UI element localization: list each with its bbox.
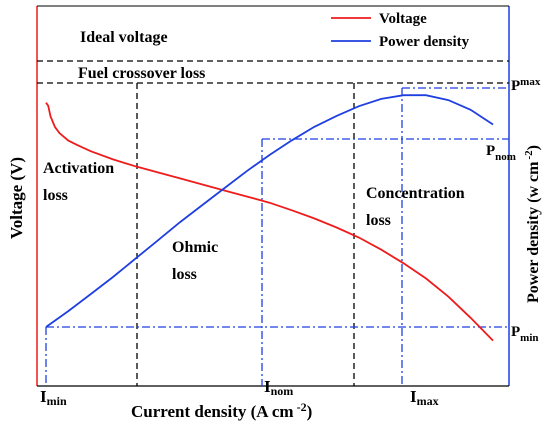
- pmin-base: P: [511, 324, 520, 340]
- legend-power-label: Power density: [379, 34, 470, 50]
- imax-base: I: [410, 387, 417, 406]
- y-axis-right-title-sup: -2: [523, 150, 535, 160]
- pmax-base: P: [511, 78, 520, 94]
- x-axis-title-sup: -2: [297, 400, 307, 414]
- pnom-base: P: [486, 143, 495, 159]
- voltage-series-line: [45, 102, 494, 342]
- legend: Voltage Power density: [331, 11, 470, 50]
- y-axis-right-title-main: Power density (w cm: [525, 161, 542, 303]
- concentration-loss-label: loss: [366, 212, 391, 229]
- pnom-sub: nom: [495, 151, 516, 163]
- imin-sub: min: [47, 394, 67, 408]
- inom-base: I: [264, 377, 271, 396]
- inom-label: Inom: [264, 377, 293, 398]
- inom-sub: nom: [271, 384, 294, 398]
- y-axis-left-title: Voltage (V): [7, 157, 26, 239]
- y-axis-right-title: Power density (w cm-2): [523, 145, 542, 303]
- activation-label: Activation: [43, 160, 114, 177]
- operating-guides: [45, 87, 509, 386]
- pmin-sub: min: [520, 332, 538, 344]
- pmax-sub: max: [520, 76, 541, 88]
- x-axis-title: Current density (A cm -2): [131, 400, 312, 421]
- imax-sub: max: [417, 394, 439, 408]
- pmax-label: Pmax: [511, 76, 541, 94]
- ohmic-label: Ohmic: [172, 239, 218, 256]
- x-axis-title-close: ): [307, 402, 313, 421]
- ideal-voltage-label: Ideal voltage: [80, 29, 168, 46]
- ohmic-loss-label: loss: [172, 266, 197, 283]
- region-lines: [37, 60, 509, 386]
- legend-voltage-label: Voltage: [379, 11, 427, 27]
- y-axis-right-title-close: ): [525, 145, 542, 150]
- imax-label: Imax: [410, 387, 439, 408]
- power-density-series-line: [45, 94, 494, 328]
- imin-label: Imin: [40, 387, 67, 408]
- pnom-label: Pnom: [486, 143, 516, 163]
- concentration-label: Concentration: [366, 185, 465, 202]
- fuel-crossover-label: Fuel crossover loss: [78, 65, 205, 82]
- pmin-label: Pmin: [511, 324, 539, 344]
- imin-base: I: [40, 387, 47, 406]
- activation-loss-label: loss: [43, 187, 68, 204]
- x-axis-title-main: Current density (A cm: [131, 402, 294, 421]
